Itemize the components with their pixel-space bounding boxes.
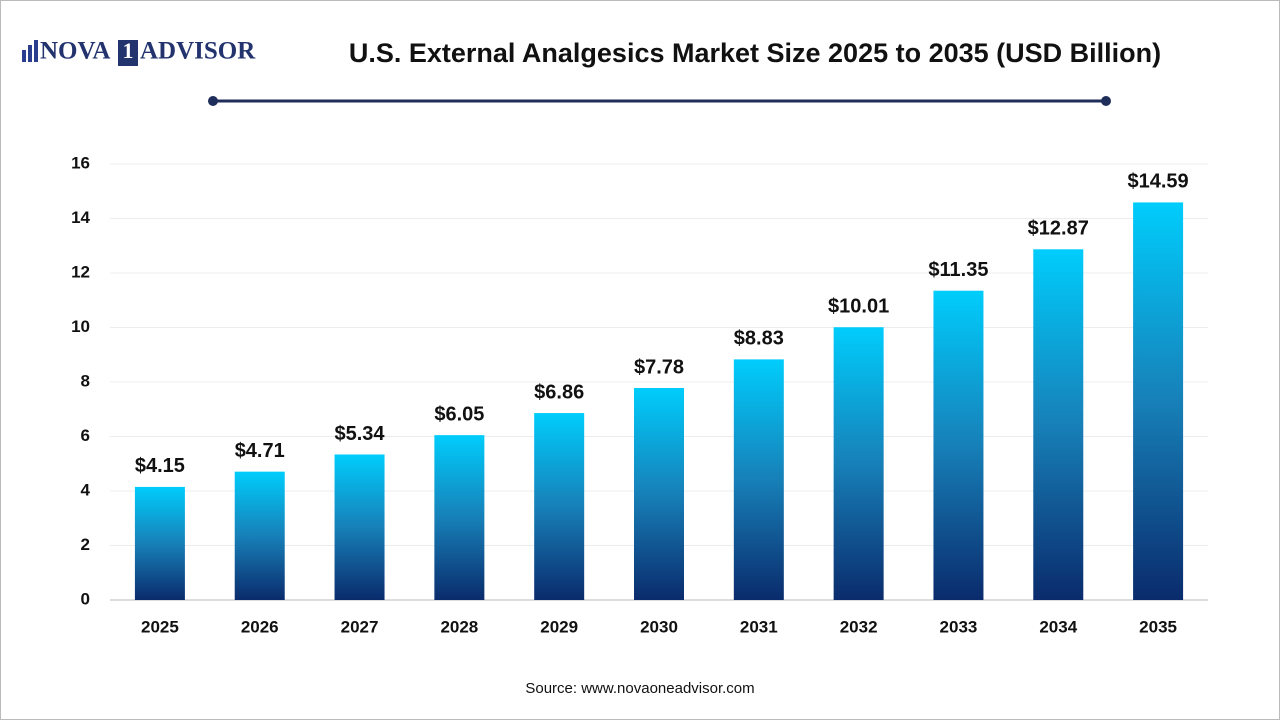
value-label: $4.15: [135, 455, 185, 477]
logo-text: 1: [123, 38, 134, 63]
source: Source: www.novaoneadvisor.com: [525, 680, 754, 697]
value-label: $14.59: [1128, 171, 1189, 193]
bar: [933, 290, 984, 600]
bar: [1133, 202, 1184, 601]
x-tick-label: 2031: [740, 617, 778, 636]
value-label: $8.83: [734, 328, 784, 350]
logo-text: NOVA: [40, 38, 110, 65]
logo: NOVA 1 ADVISOR: [22, 38, 256, 66]
y-tick-label: 10: [71, 317, 90, 336]
y-tick-label: 2: [81, 535, 90, 554]
x-tick-label: 2032: [840, 617, 878, 636]
x-tick-label: 2030: [640, 617, 678, 636]
rule-dot: [208, 96, 218, 106]
value-label: $11.35: [928, 259, 988, 281]
bar: [234, 471, 285, 600]
bar: [634, 387, 684, 600]
bar: [334, 454, 385, 600]
y-tick-label: 14: [71, 208, 90, 227]
value-label: $6.86: [534, 381, 584, 403]
x-tick-label: 2029: [540, 617, 578, 636]
logo-text: ADVISOR: [140, 38, 256, 65]
bar: [733, 359, 784, 600]
rule-dot: [1101, 96, 1111, 106]
value-label: $10.01: [828, 296, 889, 318]
x-tick-label: 2027: [341, 617, 379, 636]
y-tick-label: 16: [71, 153, 90, 172]
bar: [833, 327, 884, 600]
x-tick-label: 2028: [440, 617, 478, 636]
y-tick-label: 4: [81, 480, 91, 499]
y-tick-label: 0: [81, 589, 90, 608]
chart-title: U.S. External Analgesics Market Size 202…: [349, 38, 1161, 68]
value-label: $5.34: [335, 423, 386, 445]
y-tick-label: 6: [81, 426, 90, 445]
bar: [534, 413, 585, 600]
x-tick-label: 2034: [1039, 617, 1077, 636]
bar: [434, 435, 485, 600]
x-tick-label: 2026: [241, 617, 279, 636]
x-tick-label: 2025: [141, 617, 179, 636]
value-label: $4.71: [235, 440, 285, 462]
value-label: $6.05: [434, 403, 484, 425]
x-tick-label: 2033: [940, 617, 978, 636]
y-tick-label: 8: [81, 371, 90, 390]
value-label: $7.78: [634, 356, 684, 378]
bar: [134, 486, 185, 600]
value-label: $12.87: [1028, 218, 1089, 240]
x-tick-label: 2035: [1139, 617, 1177, 636]
y-tick-label: 12: [71, 262, 90, 281]
bar: [1033, 249, 1084, 601]
